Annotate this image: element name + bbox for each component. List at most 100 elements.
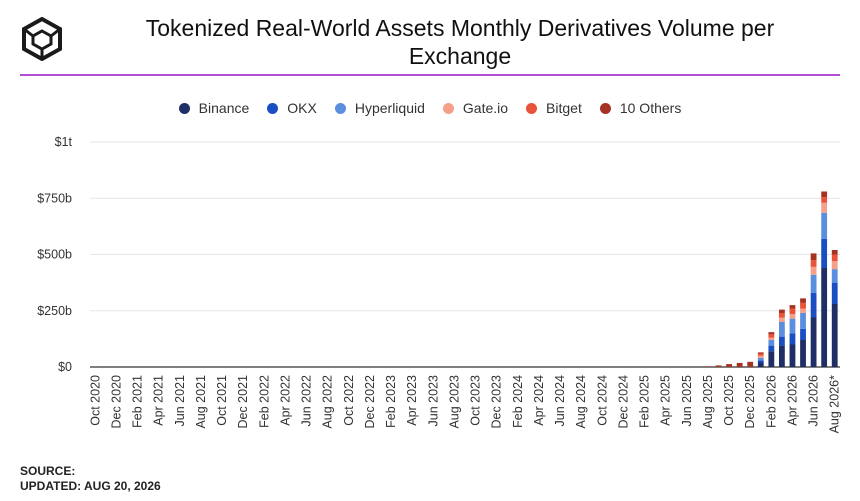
y-tick-label: $750b: [37, 191, 72, 205]
bar-segment: [831, 304, 838, 367]
legend-item-okx[interactable]: OKX: [267, 100, 317, 116]
bar-segment: [778, 317, 785, 322]
cube-logo-icon: [22, 17, 62, 61]
legend-label-gateio: Gate.io: [462, 100, 509, 116]
source-label: SOURCE:: [20, 464, 76, 478]
bar-segment: [757, 358, 764, 361]
x-tick-label: Oct 2025: [722, 375, 736, 426]
legend-label-okx: OKX: [287, 100, 317, 116]
x-tick-label: Dec 2023: [490, 375, 504, 429]
y-tick-label: $500b: [37, 248, 72, 262]
bar-segment: [789, 333, 796, 345]
bar-segment: [831, 269, 838, 283]
chart-legend: Binance OKX Hyperliquid Gate.io Bitget 1…: [0, 100, 860, 116]
x-tick-label: Oct 2022: [342, 375, 356, 426]
bar-segment: [831, 250, 838, 255]
bar-segment: [810, 317, 817, 367]
x-tick-label: Apr 2021: [152, 375, 166, 426]
bar-segment: [778, 313, 785, 318]
legend-swatch-others: [599, 102, 611, 114]
stacked-bar-chart: $0 $250b $500b $750b $1t Oct 2020 Dec 2020 Feb …: [37, 135, 842, 434]
x-tick-label: Feb 2022: [257, 375, 271, 428]
y-tick-label: $0: [58, 360, 72, 374]
legend-item-hyperliquid[interactable]: Hyperliquid: [334, 100, 425, 116]
bar-segment: [757, 352, 764, 354]
bar-segment: [789, 308, 796, 315]
x-tick-label: Apr 2025: [659, 375, 673, 426]
x-tick-label: Apr 2026: [785, 375, 799, 426]
x-tick-label: Aug 2023: [447, 375, 461, 429]
x-tick-label: Dec 2021: [236, 375, 250, 429]
chart-title-line-2: Exchange: [408, 43, 512, 69]
x-tick-label: Jun 2023: [426, 375, 440, 426]
legend-item-bitget[interactable]: Bitget: [526, 100, 582, 116]
bar-segment: [736, 362, 743, 367]
bar-segment: [789, 318, 796, 334]
bar-segment: [831, 254, 838, 262]
bar-segment: [810, 292, 817, 318]
bar-segment: [810, 266, 817, 275]
x-tick-label: Dec 2024: [616, 375, 630, 429]
x-tick-label: Dec 2020: [109, 375, 123, 429]
legend-swatch-hyperliquid: [334, 102, 346, 114]
bar-segment: [821, 238, 828, 268]
bar-segment: [778, 336, 785, 346]
bar-segment: [800, 328, 806, 340]
legend-item-others[interactable]: 10 Others: [599, 100, 682, 116]
x-tick-label: Jun 2024: [553, 375, 567, 426]
x-tick-label: Feb 2025: [638, 375, 652, 428]
x-tick-label: Feb 2024: [511, 375, 525, 428]
bar-segment: [800, 308, 806, 313]
x-tick-label: Dec 2022: [363, 375, 377, 429]
x-tick-label: Jun 2026: [807, 375, 821, 426]
x-tick-label: Feb 2026: [764, 375, 778, 428]
legend-label-others: 10 Others: [619, 100, 682, 116]
bar-segment: [768, 334, 775, 338]
bar-segment: [800, 298, 806, 303]
legend-item-gateio[interactable]: Gate.io: [442, 100, 509, 116]
bar-segment: [821, 202, 828, 213]
bar-segment: [789, 314, 796, 319]
x-tick-label: Jun 2025: [680, 375, 694, 426]
y-tick-label: $1t: [55, 135, 73, 149]
x-tick-label: Apr 2023: [405, 375, 419, 426]
legend-label-binance: Binance: [198, 100, 250, 116]
bar-segment: [800, 302, 806, 309]
bar-segment: [821, 191, 828, 198]
x-tick-label: Oct 2020: [88, 375, 102, 426]
bar-segment: [726, 364, 732, 367]
x-tick-label: Oct 2021: [215, 375, 229, 426]
x-tick-label: Aug 2022: [321, 375, 335, 429]
y-tick-label: $250b: [37, 304, 72, 318]
bar-segment: [757, 355, 764, 358]
x-tick-label: Jun 2021: [173, 375, 187, 426]
bar-segment: [757, 360, 764, 363]
bar-segment: [705, 366, 711, 367]
x-tick-label: Aug 2025: [701, 375, 715, 429]
x-tick-label: Apr 2022: [278, 375, 292, 426]
legend-label-bitget: Bitget: [546, 100, 582, 116]
legend-swatch-okx: [267, 102, 279, 114]
bar-segment: [821, 268, 828, 367]
bar-segment: [757, 362, 764, 367]
bar-segment: [757, 353, 764, 356]
bar-segment: [778, 309, 785, 313]
legend-item-binance[interactable]: Binance: [178, 100, 250, 116]
x-tick-label: Feb 2023: [384, 375, 398, 428]
bar-segment: [768, 351, 775, 367]
bar-segment: [747, 361, 754, 367]
bar-segment: [768, 345, 775, 352]
x-tick-label: Apr 2024: [532, 375, 546, 426]
bar-segment: [778, 322, 785, 337]
x-tick-label: Feb 2021: [131, 375, 145, 428]
x-tick-label: Aug 2026*: [828, 375, 842, 434]
bar-segment: [800, 313, 806, 329]
bar-segment: [768, 337, 775, 340]
bar-segment: [810, 274, 817, 293]
x-tick-label: Oct 2024: [595, 375, 609, 426]
bar-segment: [768, 332, 775, 335]
bar-segment: [715, 365, 722, 367]
legend-swatch-binance: [178, 102, 190, 114]
bar-segment: [768, 340, 775, 346]
bar-segment: [789, 344, 796, 367]
